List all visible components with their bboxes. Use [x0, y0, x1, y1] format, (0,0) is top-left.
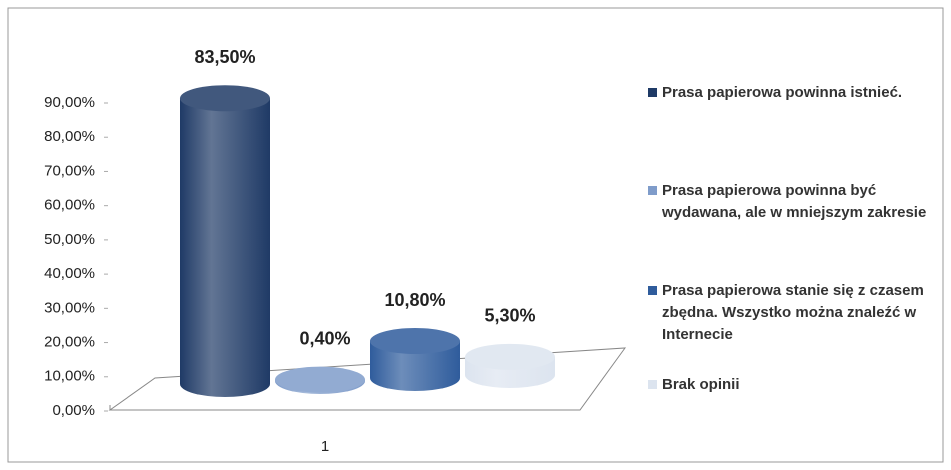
legend-swatch [648, 186, 657, 195]
bar [180, 98, 270, 397]
y-tick-label: 10,00% [44, 368, 95, 385]
y-tick-label: 50,00% [44, 231, 95, 248]
y-tick-label: 40,00% [44, 265, 95, 282]
legend-label: Prasa papierowa stanie się z czasem zbęd… [662, 282, 924, 343]
y-tick-label: 60,00% [44, 197, 95, 214]
x-tick-label: 1 [321, 438, 329, 455]
legend-item: Brak opinii [648, 374, 951, 396]
bar-top [465, 343, 555, 370]
y-tick-label: 70,00% [44, 162, 95, 179]
legend-label: Prasa papierowa powinna istnieć. [662, 84, 903, 101]
value-label: 5,30% [484, 306, 535, 326]
y-tick-label: 80,00% [44, 128, 95, 145]
y-tick-label: 90,00% [44, 94, 95, 111]
chart-border [7, 7, 944, 463]
bar [370, 341, 460, 391]
value-label: 0,40% [299, 328, 350, 348]
legend-swatch [648, 380, 657, 389]
bar-top [370, 328, 460, 355]
value-label: 83,50% [194, 47, 255, 67]
legend-swatch [648, 88, 657, 97]
legend-swatch [648, 286, 657, 295]
legend-label: Brak opinii [662, 376, 740, 393]
y-tick-label: 30,00% [44, 299, 95, 316]
legend-item: Prasa papierowa powinna istnieć. [648, 82, 951, 104]
bar-top [180, 85, 270, 112]
floor [108, 347, 627, 411]
legend-label: Prasa papierowa powinna być wydawana, al… [662, 182, 927, 221]
y-tick-label: 0,00% [52, 402, 95, 419]
legend-item: Prasa papierowa stanie się z czasem zbęd… [648, 280, 951, 346]
y-tick-label: 20,00% [44, 334, 95, 351]
value-label: 10,80% [384, 290, 445, 310]
legend-item: Prasa papierowa powinna być wydawana, al… [648, 180, 951, 224]
bar-top [275, 366, 365, 393]
